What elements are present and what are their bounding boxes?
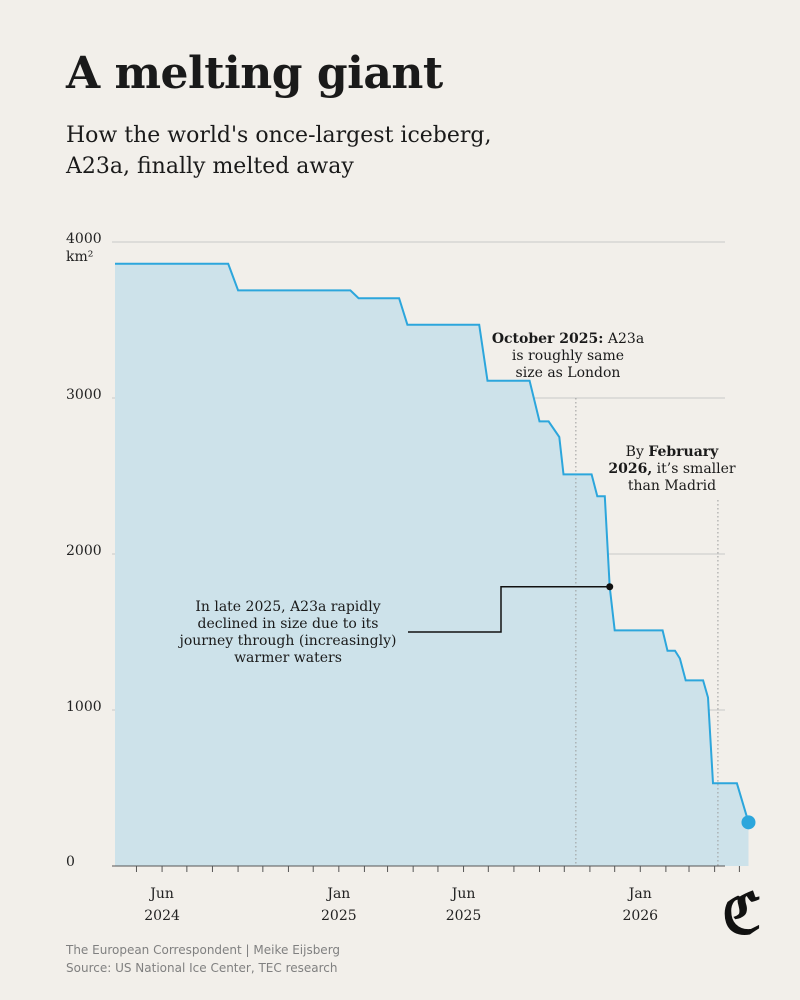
annotation-february-2026-line: than Madrid <box>628 478 716 494</box>
annotation-october-2025: October 2025: A23a <box>492 331 644 347</box>
annotation-october-2025-line: size as London <box>516 365 621 381</box>
y-tick-label-2000: 2000 <box>66 543 102 559</box>
annotation-late-2025-line: journey through (increasingly) <box>178 633 397 649</box>
x-tick-month: Jan <box>325 886 350 902</box>
annotation-february-2026-line: 2026, it’s smaller <box>608 461 736 477</box>
x-tick-year: 2025 <box>446 908 482 924</box>
area-fill <box>115 263 749 866</box>
y-tick-label-0: 0 <box>66 854 75 870</box>
credit-text: The European Correspondent | Meike Eijsb… <box>66 943 341 957</box>
source-text: Source: US National Ice Center, TEC rese… <box>66 961 338 975</box>
footer: The European Correspondent | Meike Eijsb… <box>66 941 340 977</box>
annotation-february-2026: By February <box>626 444 720 460</box>
x-tick-month: Jun <box>450 886 476 902</box>
chart-subtitle: How the world's once-largest iceberg, A2… <box>66 123 492 179</box>
y-unit-label: km² <box>66 249 93 265</box>
publisher-logo: ℭ <box>722 881 762 947</box>
annotation-late-2025-line: warmer waters <box>234 650 342 666</box>
latest-value-dot <box>741 815 756 830</box>
y-tick-label-3000: 3000 <box>66 387 102 403</box>
x-tick-year: 2024 <box>144 908 180 924</box>
annotation-late-2025-line: In late 2025, A23a rapidly <box>195 599 380 615</box>
x-tick-month: Jun <box>148 886 174 902</box>
x-axis: Jun 2024 Jan 2025 Jun 2025 Jan 2026 <box>112 865 740 924</box>
x-tick-year: 2025 <box>321 908 357 924</box>
callout-point <box>606 583 614 591</box>
y-tick-label-4000: 4000 <box>66 231 102 247</box>
annotation-october-2025-line: is roughly same <box>512 348 624 364</box>
reference-lines <box>575 398 719 866</box>
x-tick-year: 2026 <box>622 908 658 924</box>
y-axis: 0 1000 2000 3000 4000 km² <box>66 231 102 870</box>
y-tick-label-1000: 1000 <box>66 699 102 715</box>
chart-area: 0 1000 2000 3000 4000 km² Jun 2024 Jan 2025 Jun 20… <box>66 231 756 924</box>
chart-title: A melting giant <box>66 48 443 99</box>
annotation-late-2025-line: declined in size due to its <box>198 616 379 632</box>
callout-line <box>408 586 610 633</box>
x-tick-month: Jan <box>627 886 652 902</box>
series-line <box>115 262 750 823</box>
